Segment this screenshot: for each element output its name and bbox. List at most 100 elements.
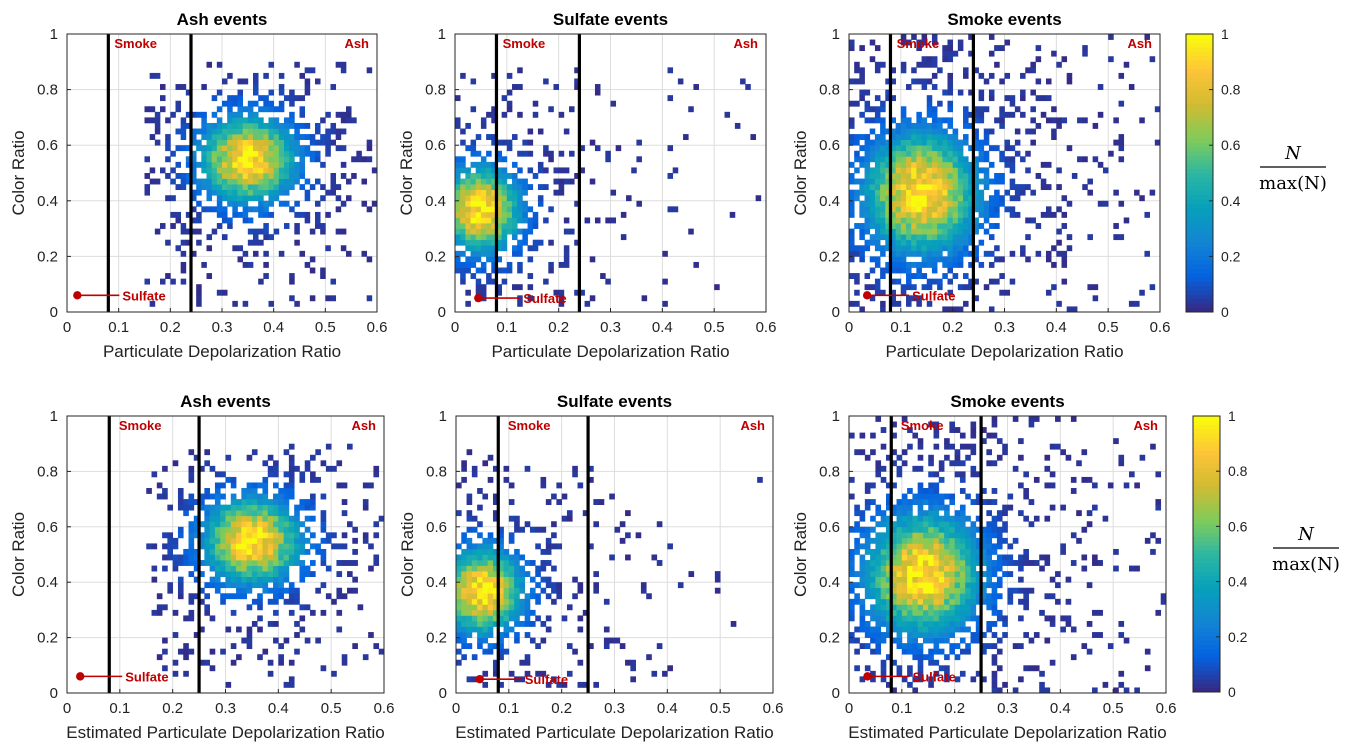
heatmap-cell	[247, 173, 254, 179]
heatmap-cell	[299, 532, 306, 539]
heatmap-cell	[247, 178, 254, 185]
y-tick-label: 1	[832, 26, 840, 43]
heatmap-cell	[931, 122, 938, 129]
colorbar-segment	[1193, 515, 1220, 520]
heatmap-cell	[501, 239, 508, 246]
heatmap-cell	[246, 637, 253, 644]
heatmap-cell	[885, 604, 892, 611]
heatmap-cell	[636, 139, 642, 146]
heatmap-cell	[253, 178, 259, 185]
heatmap-cell	[325, 134, 331, 140]
heatmap-cell	[916, 61, 922, 68]
heatmap-cell	[247, 239, 254, 246]
heatmap-cell	[336, 626, 343, 633]
heatmap-cell	[201, 261, 207, 268]
heatmap-cell	[625, 532, 631, 539]
heatmap-cell	[937, 184, 943, 191]
heatmap-cell	[911, 245, 917, 252]
heatmap-cell	[917, 654, 924, 661]
heatmap-cell	[870, 648, 876, 655]
heatmap-cell	[965, 598, 971, 605]
heatmap-cell	[216, 161, 223, 168]
heatmap-cell	[548, 156, 554, 163]
heatmap-cell	[480, 117, 487, 124]
heatmap-cell	[942, 150, 948, 157]
heatmap-cell	[268, 122, 275, 129]
heatmap-cell	[466, 609, 473, 616]
heatmap-cell	[947, 56, 954, 63]
heatmap-cell	[994, 45, 1000, 52]
colorbar-segment	[1186, 129, 1213, 135]
heatmap-cell	[928, 510, 934, 517]
heatmap-cell	[1030, 89, 1036, 96]
heatmap-cell	[895, 211, 902, 218]
heatmap-cell	[693, 84, 699, 90]
heatmap-cell	[1118, 156, 1125, 163]
heatmap-cell	[340, 145, 347, 152]
heatmap-cell	[864, 537, 871, 544]
heatmap-cell	[227, 217, 233, 224]
heatmap-cell	[558, 300, 565, 307]
colorbar-segment	[1186, 220, 1213, 226]
heatmap-cell	[299, 122, 306, 129]
heatmap-cell	[849, 139, 855, 146]
heatmap-cell	[942, 200, 948, 207]
heatmap-cell	[959, 620, 966, 627]
heatmap-cell	[968, 34, 974, 40]
heatmap-cell	[970, 471, 977, 478]
heatmap-cell	[206, 189, 213, 196]
heatmap-cell	[952, 256, 959, 263]
heatmap-cell	[475, 217, 482, 224]
heatmap-cell	[1020, 245, 1026, 252]
heatmap-cell	[216, 128, 223, 135]
heatmap-cell	[524, 571, 531, 578]
heatmap-cell	[519, 659, 526, 666]
heatmap-cell	[558, 295, 565, 302]
heatmap-cell	[465, 228, 471, 235]
heatmap-cell	[954, 620, 961, 627]
heatmap-cell	[487, 587, 494, 594]
heatmap-cell	[237, 122, 244, 129]
heatmap-cell	[482, 493, 489, 500]
heatmap-cell	[900, 167, 907, 174]
heatmap-cell	[214, 499, 221, 505]
heatmap-cell	[1118, 145, 1125, 152]
heatmap-cell	[625, 554, 631, 561]
heatmap-cell	[931, 189, 938, 196]
heatmap-cell	[947, 39, 954, 46]
heatmap-cell	[237, 173, 244, 179]
heatmap-cell	[968, 250, 974, 257]
heatmap-cell	[455, 156, 461, 163]
heatmap-cell	[900, 61, 907, 68]
heatmap-cell	[236, 532, 242, 539]
heatmap-cell	[880, 543, 887, 550]
heatmap-cell	[937, 117, 943, 124]
heatmap-cell	[609, 493, 615, 500]
heatmap-cell	[869, 117, 876, 124]
heatmap-cell	[900, 111, 907, 118]
heatmap-cell	[875, 510, 882, 517]
heatmap-cell	[986, 537, 992, 544]
heatmap-cell	[928, 504, 934, 511]
heatmap-cell	[875, 532, 882, 539]
heatmap-cell	[938, 576, 945, 583]
heatmap-cell	[524, 604, 531, 611]
heatmap-cell	[880, 228, 886, 235]
heatmap-cell	[471, 654, 478, 661]
heatmap-cell	[854, 223, 860, 229]
heatmap-cell	[232, 100, 238, 107]
heatmap-cell	[957, 200, 964, 207]
heatmap-cell	[944, 493, 950, 500]
heatmap-cell	[864, 239, 871, 246]
y-tick-label: 1	[50, 408, 58, 425]
heatmap-cell	[331, 465, 337, 472]
heatmap-cell	[688, 571, 695, 578]
heatmap-cell	[933, 510, 940, 517]
heatmap-cell	[885, 620, 892, 627]
heatmap-cell	[251, 449, 258, 456]
heatmap-cell	[896, 665, 903, 672]
heatmap-cell	[466, 499, 473, 505]
heatmap-cell	[965, 543, 971, 550]
